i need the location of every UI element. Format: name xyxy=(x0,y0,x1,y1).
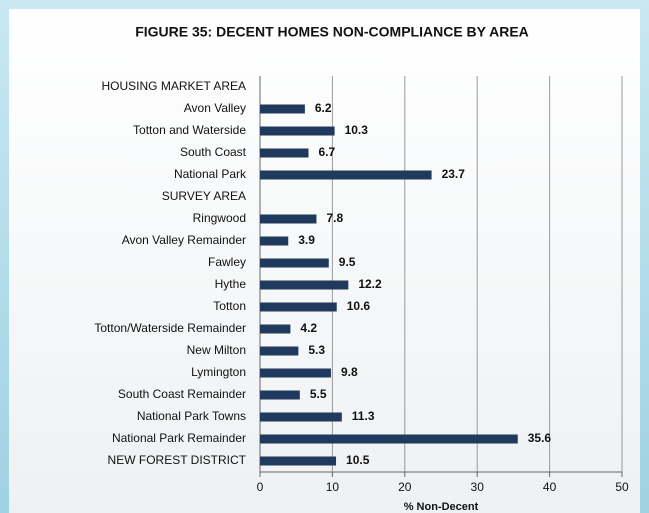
bar xyxy=(260,148,309,158)
data-label: 3.9 xyxy=(298,233,315,247)
x-tick-label: 40 xyxy=(543,480,557,494)
x-tick-label: 20 xyxy=(398,480,412,494)
y-tick-label: National Park Towns xyxy=(137,409,246,423)
x-tick-label: 50 xyxy=(615,480,629,494)
bar xyxy=(260,456,337,466)
data-label: 12.2 xyxy=(358,277,382,291)
y-tick-label: HOUSING MARKET AREA xyxy=(102,79,246,93)
bar xyxy=(260,236,289,246)
chart-title: FIGURE 35: DECENT HOMES NON-COMPLIANCE B… xyxy=(135,24,529,40)
bar xyxy=(260,104,305,114)
bar xyxy=(260,368,331,378)
y-tick-label: Fawley xyxy=(208,255,246,269)
y-tick-label: Hythe xyxy=(215,277,247,291)
y-tick-label: Ringwood xyxy=(193,211,246,225)
data-label: 6.2 xyxy=(315,101,332,115)
y-tick-label: Totton/Waterside Remainder xyxy=(94,321,246,335)
x-axis-title: % Non-Decent xyxy=(404,501,479,513)
y-tick-label: Avon Valley Remainder xyxy=(122,233,246,247)
bar xyxy=(260,126,335,136)
y-tick-label: South Coast Remainder xyxy=(118,387,246,401)
bar xyxy=(260,346,299,356)
y-tick-label: NEW FOREST DISTRICT xyxy=(108,453,247,467)
x-tick-label: 30 xyxy=(471,480,485,494)
y-tick-label: Totton and Waterside xyxy=(133,123,246,137)
data-label: 10.3 xyxy=(345,123,369,137)
x-tick-label: 10 xyxy=(326,480,340,494)
bar xyxy=(260,258,329,268)
x-tick-label: 0 xyxy=(257,480,264,494)
bar xyxy=(260,170,432,180)
data-label: 5.5 xyxy=(310,387,327,401)
bar xyxy=(260,390,300,400)
data-label: 9.5 xyxy=(339,255,356,269)
data-label: 6.7 xyxy=(319,145,336,159)
data-label: 23.7 xyxy=(442,167,466,181)
data-label: 35.6 xyxy=(528,431,552,445)
bar xyxy=(260,214,317,224)
bar xyxy=(260,434,518,444)
y-tick-label: National Park xyxy=(174,167,247,181)
y-tick-label: Totton xyxy=(213,299,246,313)
y-tick-label: New Milton xyxy=(187,343,246,357)
data-label: 10.5 xyxy=(346,453,370,467)
y-tick-label: National Park Remainder xyxy=(112,431,246,445)
data-label: 9.8 xyxy=(341,365,358,379)
y-tick-label: South Coast xyxy=(180,145,247,159)
data-label: 4.2 xyxy=(300,321,317,335)
y-tick-label: Lymington xyxy=(191,365,246,379)
bar xyxy=(260,280,349,290)
data-label: 10.6 xyxy=(347,299,371,313)
data-label: 11.3 xyxy=(352,409,375,423)
bar xyxy=(260,412,342,422)
data-label: 5.3 xyxy=(308,343,325,357)
data-label: 7.8 xyxy=(326,211,343,225)
bar xyxy=(260,324,291,334)
y-tick-label: Avon Valley xyxy=(184,101,246,115)
bar xyxy=(260,302,337,312)
y-tick-label: SURVEY AREA xyxy=(162,189,246,203)
